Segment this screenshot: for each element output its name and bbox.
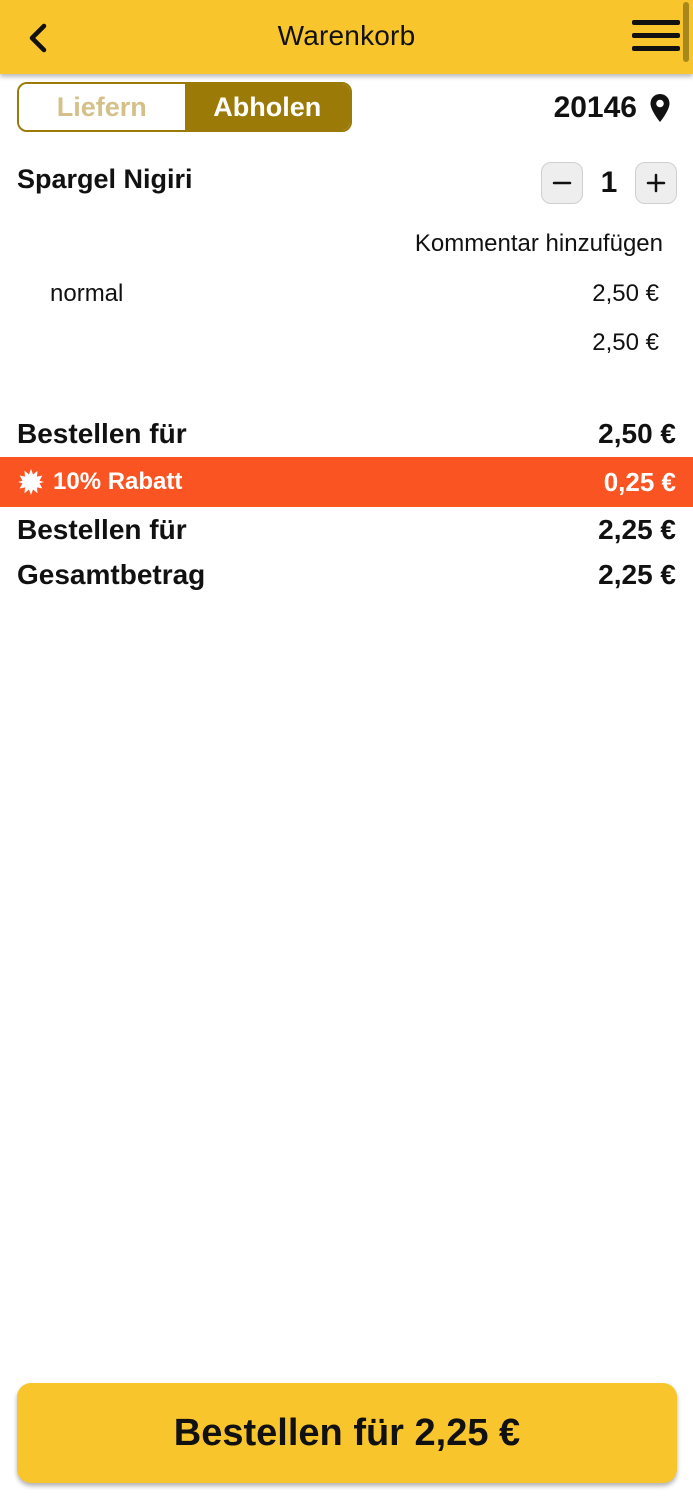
plus-icon [646,173,666,193]
minus-icon [552,181,572,185]
hamburger-icon-bar [632,33,680,38]
total-row: Gesamtbetrag 2,25 € [17,559,676,591]
discount-badge-icon [18,469,44,495]
discount-value: 0,25 € [603,466,676,497]
place-order-button[interactable]: Bestellen für 2,25 € [17,1383,677,1483]
item-option-name: normal [50,280,124,307]
total-value: 2,25 € [598,559,676,590]
add-comment-link[interactable]: Kommentar hinzufügen [414,230,663,257]
page-title: Warenkorb [277,20,416,51]
quantity-value: 1 [600,166,618,199]
hamburger-icon-bar [632,46,680,51]
discount-row: 10% Rabatt 0,25 € [0,457,693,507]
map-pin-icon [650,94,670,122]
discount-info: 10% Rabatt [17,468,182,496]
subtotal-value: 2,50 € [598,418,676,449]
total-label: Gesamtbetrag [17,559,206,590]
scrollbar-thumb[interactable] [683,2,689,62]
chevron-left-icon [29,23,47,53]
discount-label: 10% Rabatt [53,468,183,495]
item-total-price: 2,50 € [592,329,659,356]
subtotal-row: Bestellen für 2,50 € [17,418,676,450]
decrease-quantity-button[interactable] [541,162,583,204]
after-discount-row: Bestellen für 2,25 € [17,514,676,546]
after-discount-label: Bestellen für [17,514,187,545]
subtotal-label: Bestellen für [17,418,187,449]
location-selector[interactable]: 20146 [554,88,671,128]
after-discount-value: 2,25 € [598,514,676,545]
delivery-mode-toggle: Liefern Abholen [17,82,352,132]
quantity-stepper: 1 [541,162,677,204]
postal-code: 20146 [553,91,637,124]
increase-quantity-button[interactable] [635,162,677,204]
hamburger-icon-bar [632,20,680,25]
app-header: Warenkorb [0,0,693,74]
cart-item-name: Spargel Nigiri [17,164,193,194]
menu-button[interactable] [632,20,680,56]
tab-delivery[interactable]: Liefern [19,84,185,130]
back-button[interactable] [18,18,58,58]
tab-pickup[interactable]: Abholen [184,84,350,130]
item-option-price: 2,50 € [592,280,659,307]
